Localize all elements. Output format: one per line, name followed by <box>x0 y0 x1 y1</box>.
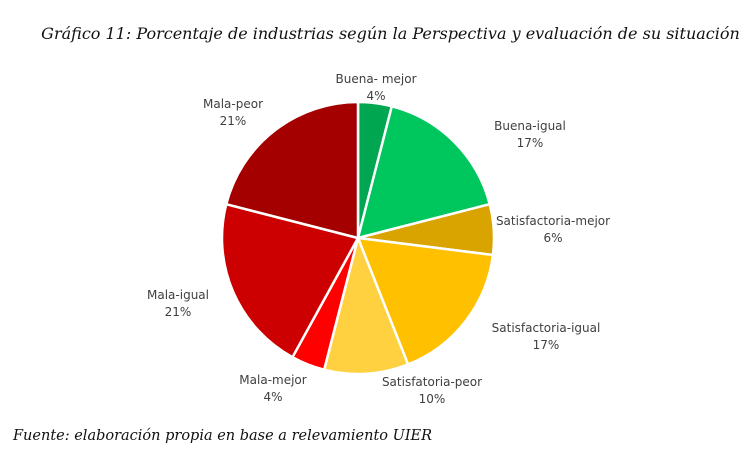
label-mala-igual: Mala-igual 21% <box>147 288 209 319</box>
pie-slice-mala-peor <box>225 100 360 240</box>
label-mala-peor: Mala-peor 21% <box>203 97 263 128</box>
chart-title: Gráfico 11: Porcentaje de industrias seg… <box>41 24 740 43</box>
label-buena-mejor: Buena- mejor 4% <box>335 72 417 103</box>
pie-slice-mala-igual <box>220 202 360 359</box>
label-satisfactoria-mejor: Satisfactoria-mejor 6% <box>495 214 611 245</box>
label-satisfatoria-peor: Satisfatoria-peor 10% <box>381 375 483 406</box>
pie-slice-buena-igual <box>356 105 491 240</box>
label-mala-mejor: Mala-mejor 4% <box>239 373 307 404</box>
pie-slice-satisfatoria-peor <box>322 236 410 376</box>
label-satisfactoria-igual: Satisfactoria-igual 17% <box>491 321 601 352</box>
label-buena-igual: Buena-igual 17% <box>494 119 566 150</box>
chart-source: Fuente: elaboración propia en base a rel… <box>13 428 433 444</box>
pie-slice-satisfactoria-igual <box>356 236 495 366</box>
